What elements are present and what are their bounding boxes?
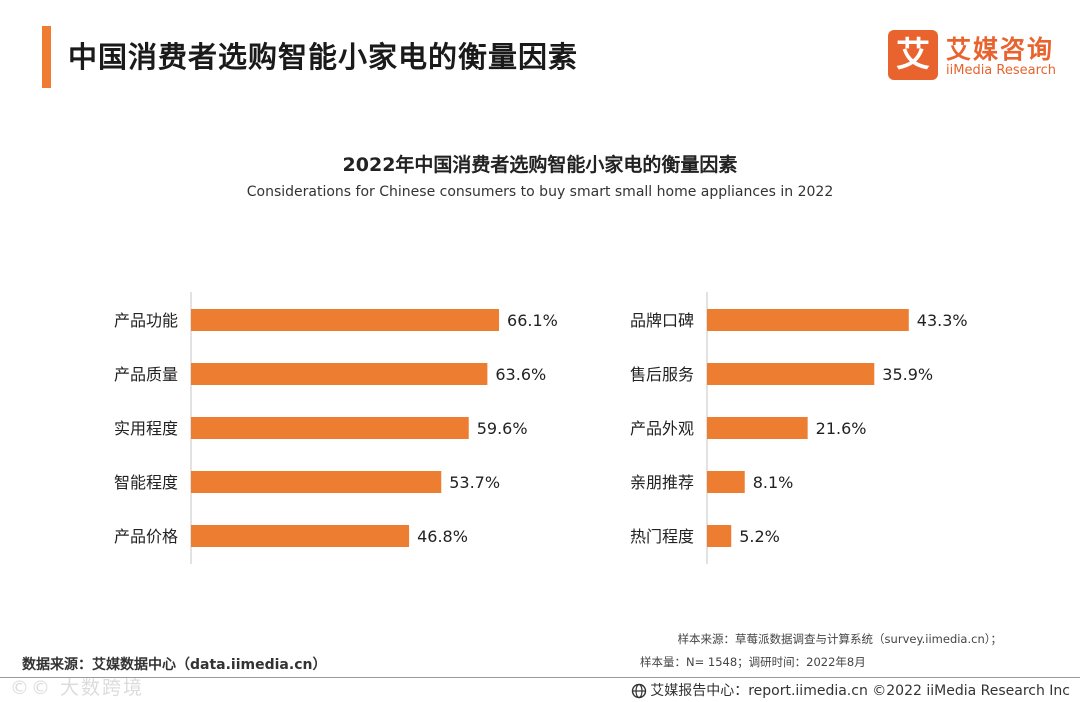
- data-source: 数据来源：艾媒数据中心（data.iimedia.cn）: [22, 657, 327, 673]
- data-label: 66.1%: [507, 311, 558, 330]
- data-label: 8.1%: [753, 473, 794, 492]
- report-center: 艾媒报告中心：report.iimedia.cn ©2022 iiMedia R…: [631, 680, 1070, 700]
- data-label: 43.3%: [917, 311, 968, 330]
- watermark: ©© 大数跨境: [10, 677, 145, 699]
- data-label: 46.8%: [417, 527, 468, 546]
- bar: [707, 417, 808, 439]
- bar: [707, 525, 732, 547]
- data-label: 53.7%: [449, 473, 500, 492]
- category-label: 品牌口碑: [630, 311, 694, 330]
- bar: [707, 471, 745, 493]
- data-label: 35.9%: [882, 365, 933, 384]
- category-label: 实用程度: [114, 419, 178, 438]
- bar: [191, 417, 469, 439]
- category-label: 产品质量: [114, 365, 178, 384]
- category-label: 产品外观: [630, 419, 694, 438]
- iimedia-logo: 艾 艾媒咨询 iiMedia Research: [888, 30, 1068, 82]
- category-label: 热门程度: [630, 527, 694, 546]
- chart-subtitle: Considerations for Chinese consumers to …: [246, 184, 834, 200]
- category-label: 售后服务: [630, 365, 694, 384]
- logo-mark: 艾: [888, 30, 938, 80]
- sample-source: 样本来源：草莓派数据调查与计算系统（survey.iimedia.cn）；: [677, 632, 1002, 646]
- bar: [191, 363, 488, 385]
- data-label: 5.2%: [739, 527, 780, 546]
- bar: [191, 525, 410, 547]
- logo-text-cn: 艾媒咨询: [946, 35, 1055, 64]
- sample-size: 样本量：N= 1548；调研时间：2022年8月: [640, 655, 866, 669]
- bar: [191, 471, 442, 493]
- footer-divider: [0, 677, 1080, 678]
- data-label: 63.6%: [495, 365, 546, 384]
- chart-title: 2022年中国消费者选购智能小家电的衡量因素: [342, 154, 738, 176]
- page-title: 中国消费者选购智能小家电的衡量因素: [68, 40, 579, 74]
- category-label: 产品功能: [114, 311, 178, 330]
- data-label: 59.6%: [477, 419, 528, 438]
- data-label: 21.6%: [816, 419, 867, 438]
- title-accent-bar: [42, 26, 51, 88]
- globe-icon: [632, 683, 647, 699]
- logo-text-en: iiMedia Research: [946, 63, 1057, 78]
- bar: [707, 363, 875, 385]
- category-label: 产品价格: [114, 527, 178, 546]
- bar: [707, 309, 909, 331]
- report-center-text: 艾媒报告中心：report.iimedia.cn ©2022 iiMedia R…: [650, 683, 1070, 699]
- bar: [191, 309, 500, 331]
- category-label: 亲朋推荐: [630, 473, 694, 492]
- category-label: 智能程度: [114, 473, 178, 492]
